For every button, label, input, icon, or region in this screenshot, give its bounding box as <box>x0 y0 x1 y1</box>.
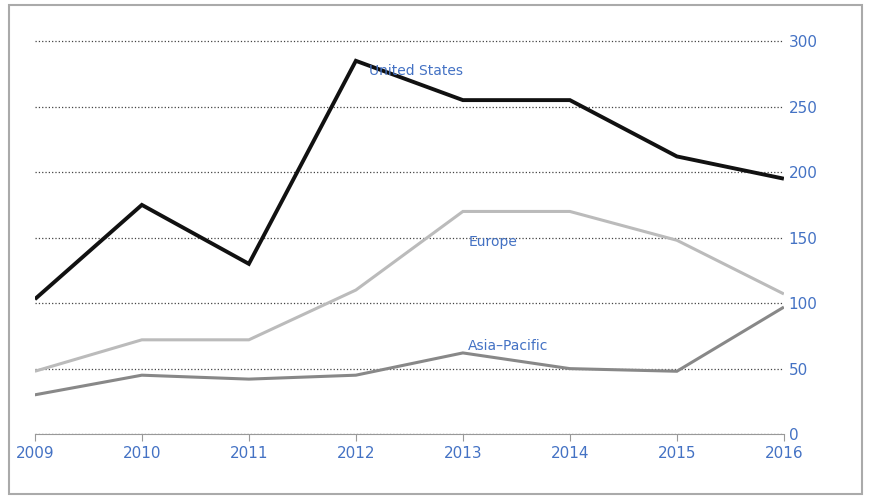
Text: Europe: Europe <box>469 235 517 249</box>
Text: United States: United States <box>368 64 463 78</box>
Text: Asia–Pacific: Asia–Pacific <box>469 338 549 352</box>
